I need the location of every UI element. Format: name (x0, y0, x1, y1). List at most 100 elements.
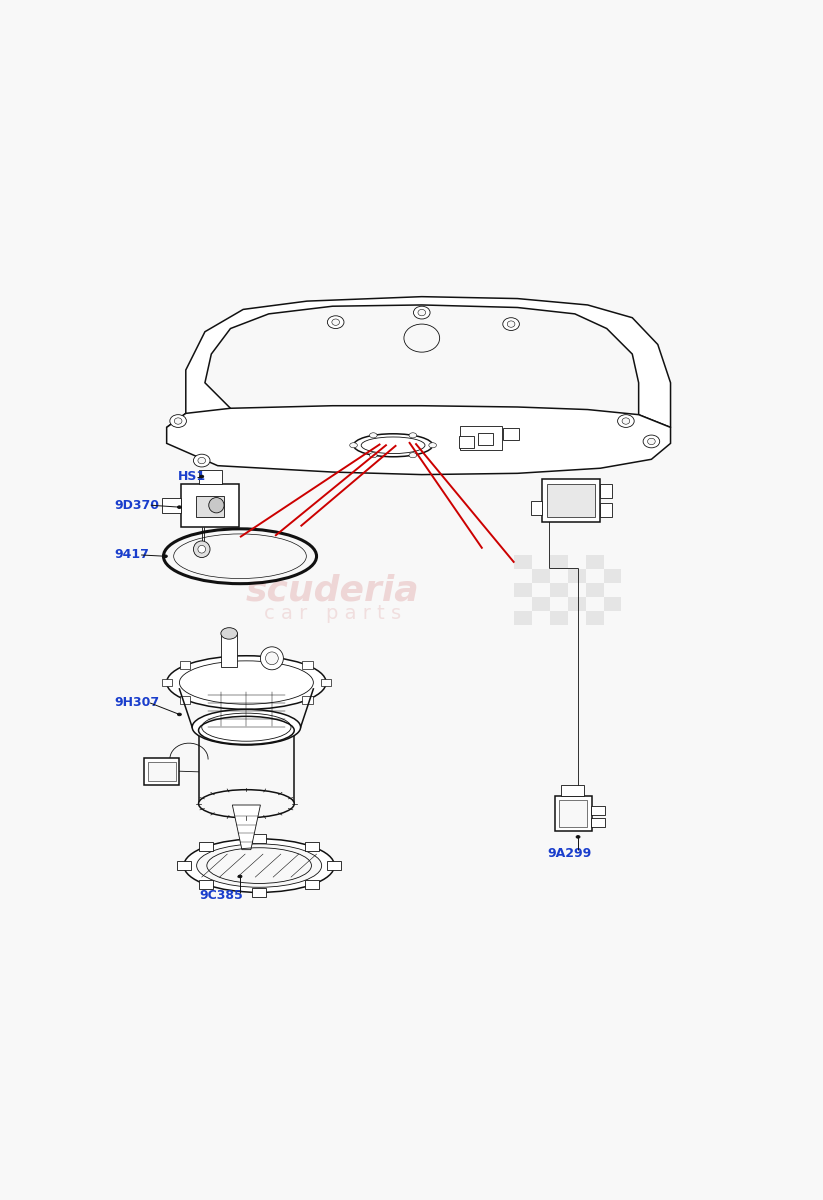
Bar (532, 583, 550, 598)
Bar (586, 611, 603, 625)
Bar (196, 497, 224, 517)
Bar (532, 569, 550, 583)
Bar (161, 498, 181, 512)
Ellipse shape (238, 875, 242, 877)
Bar (532, 611, 550, 625)
Ellipse shape (507, 320, 515, 328)
Ellipse shape (328, 316, 344, 329)
Bar (460, 426, 501, 450)
Bar (180, 696, 190, 703)
Ellipse shape (370, 433, 377, 438)
Ellipse shape (198, 790, 295, 817)
Text: 9H307: 9H307 (114, 696, 160, 709)
Bar (603, 583, 621, 598)
Ellipse shape (503, 318, 519, 330)
Bar (603, 554, 621, 569)
Bar (532, 554, 550, 569)
Bar (328, 862, 342, 870)
Polygon shape (166, 406, 671, 475)
Ellipse shape (170, 415, 187, 427)
Bar (514, 611, 532, 625)
Bar (568, 569, 586, 583)
Bar (221, 634, 237, 666)
Bar (550, 611, 568, 625)
Ellipse shape (413, 306, 430, 319)
Ellipse shape (166, 655, 326, 709)
Ellipse shape (409, 433, 416, 438)
Ellipse shape (193, 454, 210, 467)
Bar (302, 661, 313, 670)
Bar (514, 554, 532, 569)
Ellipse shape (200, 475, 203, 478)
Bar (177, 862, 191, 870)
Ellipse shape (409, 452, 416, 457)
Bar (514, 569, 532, 583)
Bar (600, 484, 612, 498)
Bar (555, 796, 592, 832)
Bar (514, 598, 532, 611)
Bar (568, 611, 586, 625)
Ellipse shape (178, 506, 181, 509)
Bar (458, 437, 474, 448)
Bar (550, 598, 568, 611)
Bar (568, 583, 586, 598)
Text: c a r   p a r t s: c a r p a r t s (264, 604, 401, 623)
Ellipse shape (648, 438, 655, 445)
Bar (603, 598, 621, 611)
Bar (531, 500, 542, 515)
Ellipse shape (418, 310, 425, 316)
Bar (591, 805, 605, 815)
Text: 9C385: 9C385 (200, 889, 244, 902)
Text: HS1: HS1 (178, 470, 207, 484)
Bar (305, 842, 319, 851)
Ellipse shape (174, 418, 182, 425)
Polygon shape (232, 805, 260, 850)
Bar (252, 888, 266, 896)
Text: 9417: 9417 (114, 548, 149, 562)
Ellipse shape (178, 713, 181, 715)
Ellipse shape (198, 716, 295, 744)
Ellipse shape (260, 647, 283, 670)
Bar (161, 679, 172, 686)
Ellipse shape (193, 541, 210, 558)
Bar (252, 834, 266, 844)
Ellipse shape (184, 839, 334, 893)
Ellipse shape (643, 436, 660, 448)
Bar (532, 598, 550, 611)
Bar (603, 611, 621, 625)
Ellipse shape (350, 443, 357, 448)
Bar (148, 762, 175, 781)
Bar (603, 569, 621, 583)
Ellipse shape (209, 498, 224, 512)
Bar (305, 880, 319, 889)
Ellipse shape (164, 554, 167, 558)
Ellipse shape (174, 534, 306, 578)
Ellipse shape (197, 844, 322, 887)
Bar (547, 484, 595, 517)
Ellipse shape (622, 418, 630, 425)
Ellipse shape (370, 452, 377, 457)
Bar (561, 785, 584, 796)
Ellipse shape (429, 443, 436, 448)
Bar (550, 554, 568, 569)
Bar (586, 598, 603, 611)
Bar (586, 583, 603, 598)
Ellipse shape (354, 433, 433, 457)
Bar (199, 842, 213, 851)
Bar (586, 554, 603, 569)
Bar (198, 469, 221, 484)
Ellipse shape (266, 652, 278, 665)
Bar (550, 583, 568, 598)
Bar (600, 503, 612, 517)
Bar (514, 583, 532, 598)
Bar (504, 428, 518, 439)
Ellipse shape (221, 628, 238, 640)
Ellipse shape (332, 319, 340, 325)
Bar (550, 569, 568, 583)
Polygon shape (166, 296, 671, 427)
Text: 9D370: 9D370 (114, 499, 160, 511)
Ellipse shape (192, 709, 300, 745)
Ellipse shape (198, 546, 206, 553)
Bar (302, 696, 313, 703)
Bar (542, 479, 600, 522)
